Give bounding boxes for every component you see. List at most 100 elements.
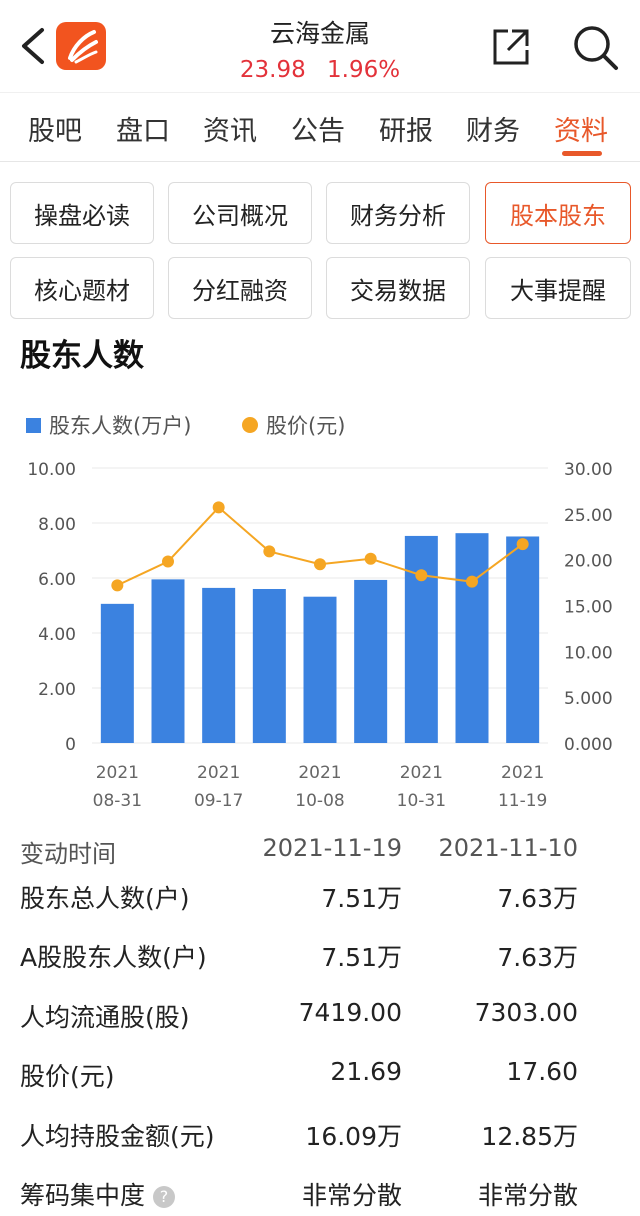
row-value-1: 7419.00 (298, 998, 402, 1027)
row-value-1: 16.09万 (305, 1122, 402, 1151)
x-tick-year: 2021 (400, 763, 443, 783)
row-label: A股股东人数(户) (20, 943, 207, 972)
row-label: 人均流通股(股) (20, 1003, 190, 1032)
price-point[interactable] (466, 575, 478, 588)
table-row: 筹码集中度? 非常分散 非常分散 (0, 1176, 640, 1216)
bar[interactable] (506, 536, 540, 743)
y-tick-label: 4.00 (38, 625, 76, 645)
tab-profile[interactable]: 资料 (554, 116, 608, 147)
tab-announcements[interactable]: 公告 (291, 116, 345, 147)
x-tick-year: 2021 (298, 763, 341, 783)
y2-tick-label: 20.00 (564, 552, 613, 572)
tab-pankou[interactable]: 盘口 (116, 116, 170, 147)
y2-tick-label: 10.00 (564, 643, 613, 663)
row-value-1: 7.51万 (321, 943, 402, 972)
x-tick-year: 2021 (501, 763, 544, 783)
y2-tick-label: 15.00 (564, 598, 613, 618)
x-tick-date: 10-31 (397, 791, 446, 811)
price-point[interactable] (111, 579, 124, 592)
table-row: 人均持股金额(元) 16.09万 12.85万 (0, 1117, 640, 1157)
top-bar: 云海金属 23.98 1.96% (0, 0, 640, 92)
tab-research[interactable]: 研报 (379, 116, 433, 147)
table-row: A股股东人数(户) 7.51万 7.63万 (0, 938, 640, 978)
share-icon[interactable] (490, 26, 532, 68)
price-point[interactable] (162, 555, 174, 568)
bar-swatch-icon (26, 417, 41, 433)
row-value-2: 7.63万 (497, 884, 578, 913)
price-point[interactable] (415, 569, 428, 582)
bar[interactable] (100, 603, 134, 743)
table-header: 变动时间 2021-11-19 2021-11-10 (0, 834, 640, 874)
row-value-2: 12.85万 (481, 1122, 578, 1151)
back-arrow-icon[interactable] (14, 24, 54, 68)
price-point[interactable] (212, 501, 225, 514)
bar[interactable] (252, 589, 286, 743)
tab-news[interactable]: 资讯 (203, 116, 257, 147)
chip-company-overview[interactable]: 公司概况 (168, 182, 312, 244)
y2-tick-label: 25.00 (564, 506, 613, 526)
x-tick-date: 09-17 (194, 791, 243, 811)
price-point[interactable] (314, 558, 326, 571)
chip-share-capital[interactable]: 股本股东 (485, 182, 631, 244)
bar[interactable] (354, 579, 388, 743)
row-value-1: 21.69 (330, 1057, 402, 1086)
chip-core-themes[interactable]: 核心题材 (10, 257, 154, 319)
bar[interactable] (455, 533, 489, 743)
x-tick-year: 2021 (96, 763, 139, 783)
col-label-header: 变动时间 (20, 840, 116, 868)
row-label: 人均持股金额(元) (20, 1122, 215, 1151)
section-title: 股东人数 (20, 338, 144, 374)
tab-finance[interactable]: 财务 (466, 116, 520, 147)
row-value-2: 17.60 (506, 1057, 578, 1086)
stock-price: 23.98 (239, 57, 306, 83)
chip-trading-essentials[interactable]: 操盘必读 (10, 182, 154, 244)
tab-bar: 股吧 盘口 资讯 公告 研报 财务 资料 (0, 92, 640, 162)
row-label: 筹码集中度? (20, 1176, 176, 1212)
active-tab-indicator (562, 151, 602, 156)
row-value-2: 7303.00 (474, 998, 578, 1027)
col1-header: 2021-11-19 (262, 834, 402, 862)
chip-major-events[interactable]: 大事提醒 (485, 257, 631, 319)
y2-tick-label: 0.000 (564, 735, 613, 755)
price-point[interactable] (364, 552, 377, 565)
chip-financial-analysis[interactable]: 财务分析 (326, 182, 470, 244)
row-value-2: 非常分散 (477, 1181, 578, 1210)
legend-bar[interactable]: 股东人数(万户) (26, 410, 191, 440)
col2-header: 2021-11-10 (438, 834, 578, 862)
row-value-2: 7.63万 (497, 943, 578, 972)
chip-trading-data[interactable]: 交易数据 (326, 257, 470, 319)
search-icon[interactable] (570, 22, 620, 72)
help-icon[interactable]: ? (153, 1186, 176, 1208)
y2-tick-label: 5.000 (564, 689, 613, 709)
row-value-1: 7.51万 (321, 884, 402, 913)
dot-swatch-icon (242, 417, 258, 433)
price-point[interactable] (263, 545, 276, 558)
stock-quote: 23.98 1.96% (0, 57, 640, 83)
x-tick-date: 08-31 (93, 791, 142, 811)
x-tick-date: 11-19 (498, 791, 547, 811)
legend-line[interactable]: 股价(元) (242, 410, 345, 440)
price-point[interactable] (516, 538, 529, 551)
bar[interactable] (303, 596, 337, 743)
bar[interactable] (151, 579, 185, 743)
table-row: 股东总人数(户) 7.51万 7.63万 (0, 879, 640, 919)
y2-tick-label: 30.00 (564, 460, 613, 480)
table-row: 股价(元) 21.69 17.60 (0, 1057, 640, 1097)
row-label-text: 筹码集中度 (20, 1181, 146, 1210)
bar[interactable] (404, 535, 438, 743)
x-tick-year: 2021 (197, 763, 240, 783)
chip-dividends-financing[interactable]: 分红融资 (168, 257, 312, 319)
tab-guba[interactable]: 股吧 (28, 116, 82, 147)
shareholder-chart: 10.00 8.00 6.00 4.00 2.00 0 30.00 25.00 20.00 15… (27, 460, 613, 811)
x-tick-date: 10-08 (295, 791, 344, 811)
y-tick-label: 6.00 (38, 570, 76, 590)
app-logo-icon (56, 22, 106, 70)
table-row: 人均流通股(股) 7419.00 7303.00 (0, 998, 640, 1038)
row-label: 股价(元) (20, 1062, 115, 1091)
bar[interactable] (202, 587, 236, 743)
y-tick-label: 8.00 (38, 515, 76, 535)
stock-change: 1.96% (327, 57, 401, 83)
legend-line-label: 股价(元) (266, 414, 346, 438)
y-tick-label: 2.00 (38, 680, 76, 700)
y-tick-label: 0 (65, 735, 76, 755)
